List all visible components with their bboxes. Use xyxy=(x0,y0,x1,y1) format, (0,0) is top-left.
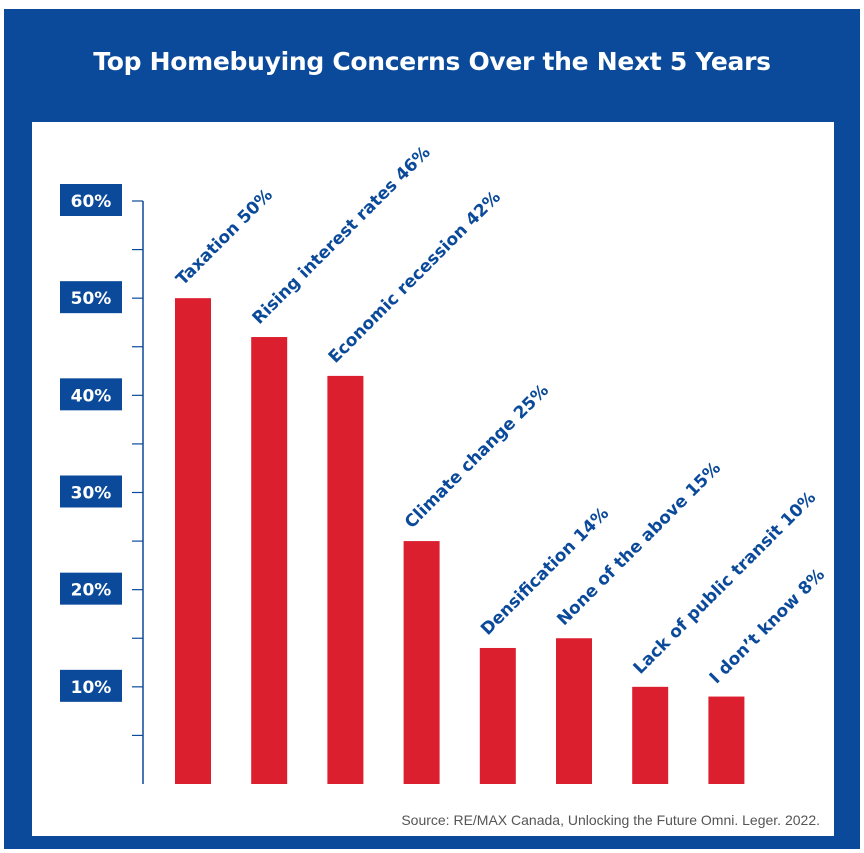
bar-label: Rising interest rates 46% xyxy=(249,143,435,329)
y-tick-badge xyxy=(60,669,122,702)
bar xyxy=(632,686,669,784)
bar xyxy=(251,337,288,784)
y-tick-label: 60% xyxy=(71,192,112,212)
y-tick-label: 10% xyxy=(71,678,112,698)
y-tick-badge xyxy=(60,572,122,605)
y-tick-badge xyxy=(60,475,122,508)
chart-panel: 10% 20% 30% 40% 50% 60% Taxation 50% Rising int… xyxy=(32,122,834,836)
bar xyxy=(327,375,364,784)
y-tick-badge xyxy=(60,378,122,411)
y-tick-label: 40% xyxy=(71,386,112,406)
bar-chart: 10% 20% 30% 40% 50% 60% Taxation 50%Rising int… xyxy=(60,143,829,784)
bar xyxy=(403,541,440,784)
chart-frame: Top Homebuying Concerns Over the Next 5 … xyxy=(4,9,860,849)
y-tick-badge xyxy=(60,184,122,216)
y-tick-badge xyxy=(60,281,122,314)
y-tick-label: 50% xyxy=(71,289,112,309)
bar xyxy=(556,638,592,784)
bar xyxy=(708,696,745,784)
bar xyxy=(479,647,516,784)
bar-label: Densification 14% xyxy=(477,504,613,640)
chart-title: Top Homebuying Concerns Over the Next 5 … xyxy=(93,47,771,76)
bar-label: Climate change 25% xyxy=(401,381,553,533)
y-tick-label: 20% xyxy=(71,581,112,601)
bar xyxy=(175,298,211,784)
y-tick-label: 30% xyxy=(71,484,112,504)
bar-label: Taxation 50% xyxy=(172,185,276,289)
source-note: Source: RE/MAX Canada, Unlocking the Fut… xyxy=(401,812,820,828)
